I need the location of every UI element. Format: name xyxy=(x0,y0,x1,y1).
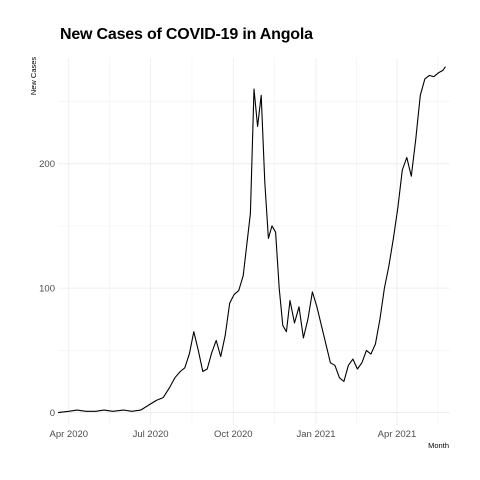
y-tick-label: 0 xyxy=(50,408,55,419)
y-tick-labels: 0 100 200 xyxy=(39,159,55,419)
y-tick-label: 100 xyxy=(39,284,55,295)
series-line xyxy=(57,66,446,414)
grid xyxy=(58,58,450,425)
x-tick-label: Jul 2020 xyxy=(133,429,169,440)
chart-title: New Cases of COVID-19 in Angola xyxy=(60,26,313,43)
x-tick-label: Apr 2021 xyxy=(378,429,417,440)
x-tick-labels: Apr 2020 Jul 2020 Oct 2020 Jan 2021 Apr 2021 xyxy=(50,429,417,440)
y-axis-title: New Cases xyxy=(29,57,38,96)
x-tick-label: Jan 2021 xyxy=(296,429,335,440)
y-tick-label: 200 xyxy=(39,159,55,170)
x-axis-title: Month xyxy=(428,441,449,450)
x-tick-label: Apr 2020 xyxy=(50,429,89,440)
x-tick-label: Oct 2020 xyxy=(214,429,253,440)
